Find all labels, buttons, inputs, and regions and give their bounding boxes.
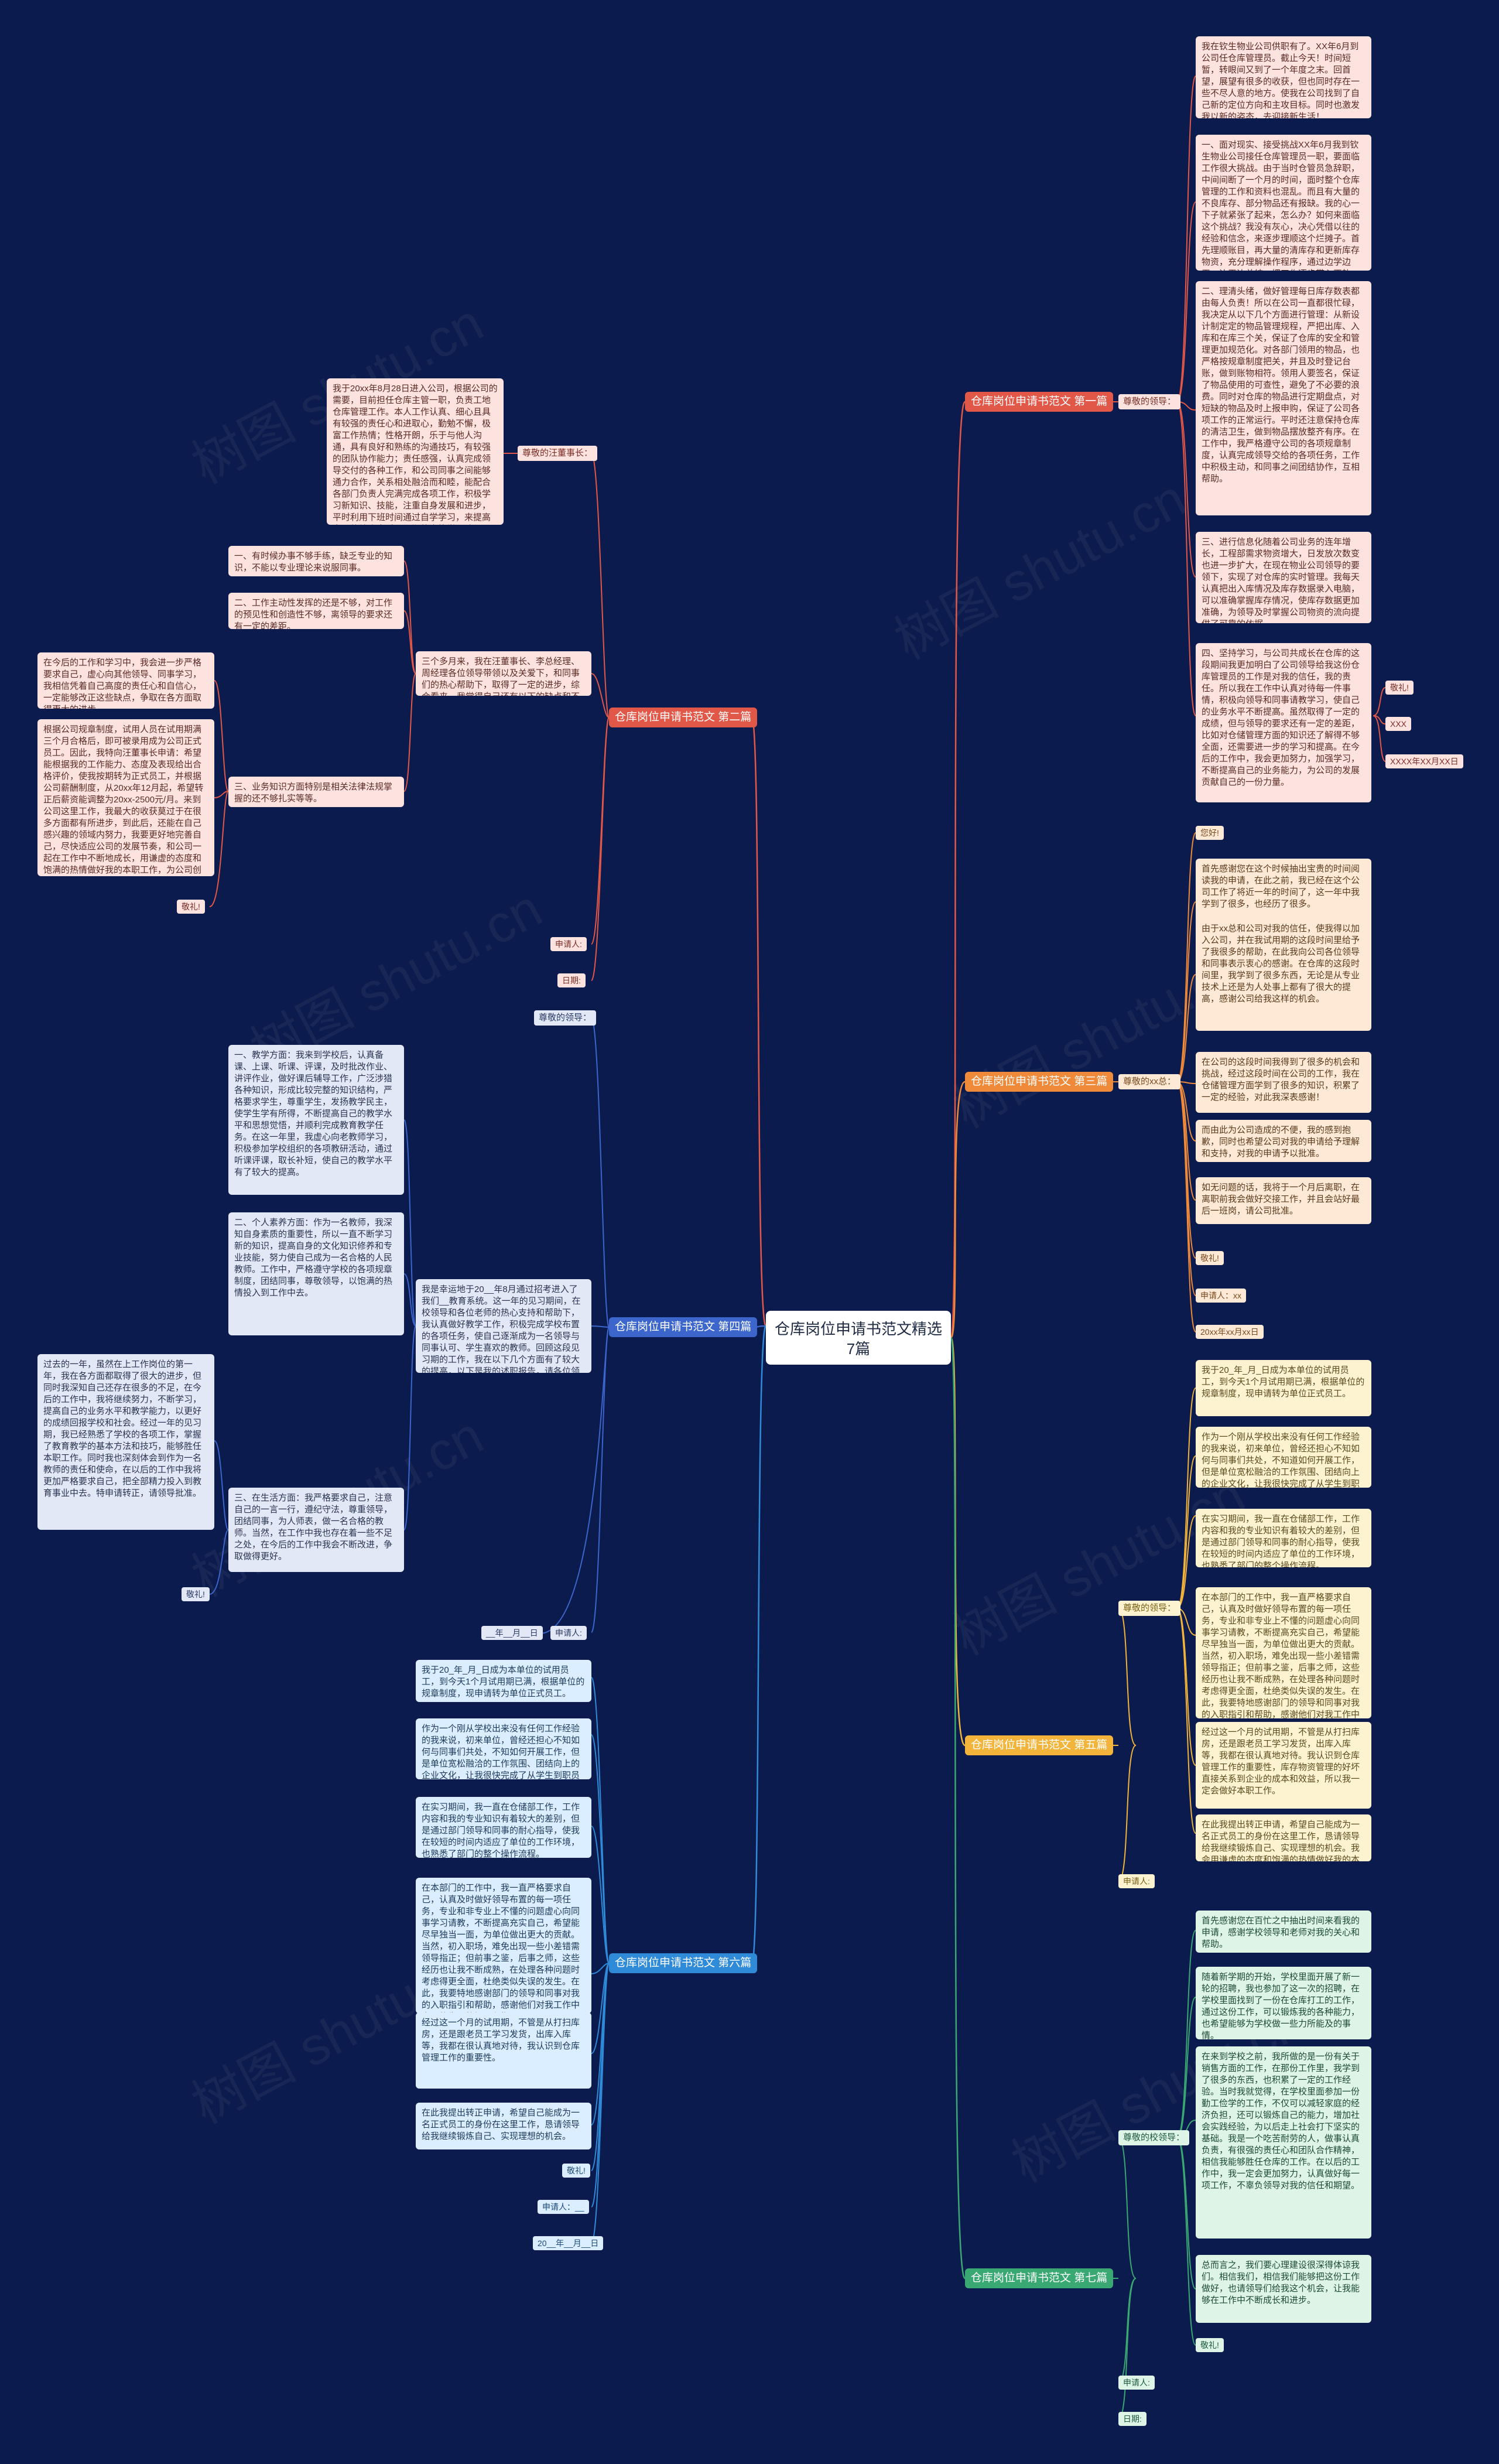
b7-paragraph-4: 总而言之，我们要心理建设很深得体谅我们。相信我们，相信我们能够把这份工作做好，也… xyxy=(1196,2255,1371,2323)
b5-paragraph-1: 我于20_年_月_日成为本单位的试用员工，到今天1个月试用期已满，根据单位的规章… xyxy=(1196,1360,1371,1416)
b6-paragraph-4: 在本部门的工作中，我一直严格要求自己，认真及时做好领导布置的每一项任务，专业和非… xyxy=(416,1878,591,2014)
b6-paragraph-5: 经过这一个月的试用期，不管是从打扫库房，还是跟老员工学习发货，出库入库等，我都在… xyxy=(416,2012,591,2089)
b1-greeting: 尊敬的领导： xyxy=(1118,394,1181,409)
b4-greeting: 尊敬的领导： xyxy=(534,1010,597,1026)
b4-applicant: 申请人: xyxy=(550,1626,587,1640)
branch-5[interactable]: 仓库岗位申请书范文 第五篇 xyxy=(965,1735,1114,1755)
b3-salute: 敬礼! xyxy=(1196,1251,1224,1265)
b6-paragraph-1: 我于20_年_月_日成为本单位的试用员工，到今天1个月试用期已满，根据单位的规章… xyxy=(416,1660,591,1702)
b7-applicant: 申请人: xyxy=(1118,2376,1155,2390)
b2-months: 三个多月来，我在汪董事长、李总经理、周经理各位领导带领以及关爱下，和同事们的热心… xyxy=(416,651,591,696)
b3-paragraph-1: 首先感谢您在这个时候抽出宝贵的时间阅读我的申请，在此之前，我已经在这个公司工作了… xyxy=(1196,859,1371,925)
b5-greeting: 尊敬的领导： xyxy=(1118,1601,1181,1616)
b6-paragraph-2: 作为一个刚从学校出来没有任何工作经验的我来说，初来单位，曾经还担心不知如何与同事… xyxy=(416,1718,591,1779)
b3-hello: 您好! xyxy=(1196,826,1224,840)
branch-7[interactable]: 仓库岗位申请书范文 第七篇 xyxy=(965,2268,1114,2288)
b4-salute: 敬礼! xyxy=(182,1587,210,1601)
b5-paragraph-4: 在本部门的工作中，我一直严格要求自己，认真及时做好领导布置的每一项任务，专业和非… xyxy=(1196,1587,1371,1718)
b2-salute: 敬礼! xyxy=(177,900,205,914)
b1-paragraph-2: 一、面对现实、接受挑战XX年6月我到钦生物业公司接任仓库管理员一职，要面临工作很… xyxy=(1196,135,1371,271)
b5-paragraph-6: 在此我提出转正申请，希望自己能成为一名正式员工的身份在这里工作，恳请领导给我继续… xyxy=(1196,1814,1371,1861)
b6-applicant: 申请人：__ xyxy=(538,2200,589,2214)
b6-paragraph-6: 在此我提出转正申请，希望自己能成为一名正式员工的身份在这里工作，恳请领导给我继续… xyxy=(416,2103,591,2149)
root-topic[interactable]: 仓库岗位申请书范文精选7篇 xyxy=(766,1311,951,1365)
b1-paragraph-5: 四、坚持学习，与公司共成长在仓库的这段期间我更加明白了公司领导给我这份仓库管理员… xyxy=(1196,643,1371,802)
b3-paragraph-2: 由于xx总和公司对我的信任，使我得以加入公司，并在我试用期的这段时间里给予了我很… xyxy=(1196,918,1371,1031)
b4-teaching: 一、教学方面：我来到学校后，认真备课、上课、听课、评课，及时批改作业、讲评作业，… xyxy=(228,1045,404,1195)
b5-paragraph-5: 经过这一个月的试用期，不管是从打扫库房，还是跟老员工学习发货，出库入库等，我都在… xyxy=(1196,1722,1371,1809)
b2-shortcoming-1: 一、有时候办事不够手练，缺乏专业的知识，不能以专业理论来说服同事。 xyxy=(228,546,404,576)
branch-4[interactable]: 仓库岗位申请书范文 第四篇 xyxy=(609,1317,758,1337)
b1-signer: XXX xyxy=(1385,717,1412,731)
b4-personal: 二、个人素养方面：作为一名教师，我深知自身素质的重要性，所以一直不断学习新的知识… xyxy=(228,1212,404,1335)
b2-applicant: 申请人: xyxy=(550,937,587,951)
b4-intro: 我是幸运地于20__年8月通过招考进入了我们__教育系统。这一年的见习期间，在校… xyxy=(416,1279,591,1373)
b2-shortcoming-3: 三、业务知识方面特别是相关法律法规掌握的还不够扎实等等。 xyxy=(228,777,404,807)
b3-paragraph-4: 而由此为公司造成的不便，我的感到抱歉，同时也希望公司对我的申请给予理解和支持，对… xyxy=(1196,1120,1371,1162)
b3-paragraph-5: 如无问题的话，我将于一个月后离职，在离职前我会做好交接工作，并且会站好最后一班岗… xyxy=(1196,1177,1371,1224)
b7-paragraph-1: 首先感谢您在百忙之中抽出时间来看我的申请，感谢学校领导和老师对我的关心和帮助。 xyxy=(1196,1911,1371,1953)
b5-applicant: 申请人: xyxy=(1118,1874,1155,1888)
b1-date: XXXX年XX月XX日 xyxy=(1385,754,1463,768)
branch-2[interactable]: 仓库岗位申请书范文 第二篇 xyxy=(609,708,758,727)
branch-6[interactable]: 仓库岗位申请书范文 第六篇 xyxy=(609,1953,758,1973)
b7-salute: 敬礼! xyxy=(1196,2338,1224,2352)
b3-date: 20xx年xx月xx日 xyxy=(1196,1325,1264,1339)
b5-paragraph-2: 作为一个刚从学校出来没有任何工作经验的我来说，初来单位，曾经还担心不知如何与同事… xyxy=(1196,1427,1371,1488)
b7-paragraph-3: 在来到学校之前，我所做的是一份有关于销售方面的工作，在那份工作里，我学到了很多的… xyxy=(1196,2046,1371,2239)
b2-greeting: 尊敬的汪董事长： xyxy=(518,446,598,461)
b3-applicant: 申请人：xx xyxy=(1196,1289,1246,1303)
b2-shortcoming-2: 二、工作主动性发挥的还是不够，对工作的预见性和创造性不够，离领导的要求还有一定的… xyxy=(228,593,404,629)
b3-paragraph-3: 在公司的这段时间我得到了很多的机会和挑战，经过这段时间在公司的工作，我在仓储管理… xyxy=(1196,1052,1371,1113)
b4-life: 三、在生活方面：我严格要求自己，注意自己的一言一行，遵纪守法，尊重领导，团结同事… xyxy=(228,1488,404,1572)
b7-paragraph-2: 随着新学期的开始，学校里面开展了新一轮的招聘，我也参加了这一次的招聘，在学校里面… xyxy=(1196,1967,1371,2039)
b1-paragraph-3: 二、理清头绪，做好管理每日库存数表都由每人负责！所以在公司一直都很忙碌，我决定从… xyxy=(1196,281,1371,515)
b1-paragraph-1: 我在钦生物业公司供职有了。XX年6月到公司任仓库管理员。截止今天！时间短暂，转眼… xyxy=(1196,36,1371,118)
branch-1[interactable]: 仓库岗位申请书范文 第一篇 xyxy=(965,392,1114,412)
b6-salute: 敬礼! xyxy=(562,2164,590,2178)
b7-greeting: 尊敬的校领导： xyxy=(1118,2130,1190,2145)
b2-date: 日期: xyxy=(557,973,586,987)
b2-left-paragraph-1: 在今后的工作和学习中，我会进一步严格要求自己，虚心向其他领导、同事学习，我相信凭… xyxy=(37,652,214,709)
b4-date: __年__月__日 xyxy=(481,1626,543,1640)
b1-paragraph-4: 三、进行信息化随着公司业务的连年增长，工程部需求物资增大，日发放次数变也进一步扩… xyxy=(1196,532,1371,623)
b3-greeting: 尊敬的xx总： xyxy=(1118,1074,1181,1089)
b7-date: 日期: xyxy=(1118,2412,1147,2426)
b2-left-paragraph-2: 根据公司规章制度，试用人员在试用期满三个月合格后，即可被录用成为公司正式员工。因… xyxy=(37,719,214,876)
b4-left-paragraph: 过去的一年，虽然在上工作岗位的第一年，我在各方面都取得了很大的进步，但同时我深知… xyxy=(37,1354,214,1530)
branch-3[interactable]: 仓库岗位申请书范文 第三篇 xyxy=(965,1072,1114,1092)
b5-paragraph-3: 在实习期间，我一直在仓储部工作，工作内容和我的专业知识有着较大的差别，但是通过部… xyxy=(1196,1509,1371,1567)
b2-intro: 我于20xx年8月28日进入公司，根据公司的需要，目前担任仓库主管一职，负责工地… xyxy=(327,378,504,525)
b1-salute: 敬礼! xyxy=(1385,681,1414,695)
b6-date: 20__年__月__日 xyxy=(533,2236,604,2250)
b6-paragraph-3: 在实习期间，我一直在仓储部工作，工作内容和我的专业知识有着较大的差别，但是通过部… xyxy=(416,1797,591,1858)
